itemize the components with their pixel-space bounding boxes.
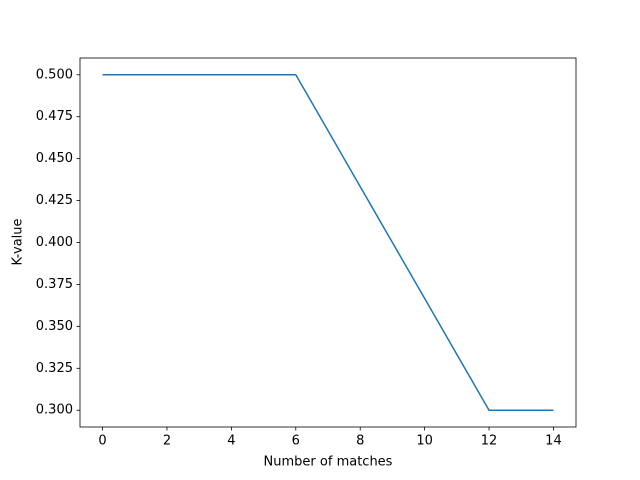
y-tick-label: 0.300 (36, 403, 73, 418)
x-tick-label: 4 (227, 434, 235, 449)
y-tick-label: 0.400 (36, 235, 73, 250)
x-tick-label: 8 (356, 434, 364, 449)
y-tick-label: 0.500 (36, 67, 73, 82)
y-tick-label: 0.325 (36, 361, 73, 376)
x-tick-label: 10 (416, 434, 433, 449)
x-tick-label: 6 (292, 434, 300, 449)
y-tick-label: 0.450 (36, 151, 73, 166)
y-axis-label: K-value (11, 218, 26, 265)
x-axis-label: Number of matches (264, 455, 393, 470)
x-tick-label: 14 (545, 434, 562, 449)
y-tick-label: 0.375 (36, 277, 73, 292)
data-line (102, 74, 554, 411)
x-tick-label: 0 (98, 434, 106, 449)
y-tick-label: 0.350 (36, 319, 73, 334)
y-tick-label: 0.475 (36, 109, 73, 124)
y-tick-label: 0.425 (36, 193, 73, 208)
plot-frame (79, 57, 577, 428)
x-tick-label: 2 (163, 434, 171, 449)
x-tick-label: 12 (481, 434, 498, 449)
